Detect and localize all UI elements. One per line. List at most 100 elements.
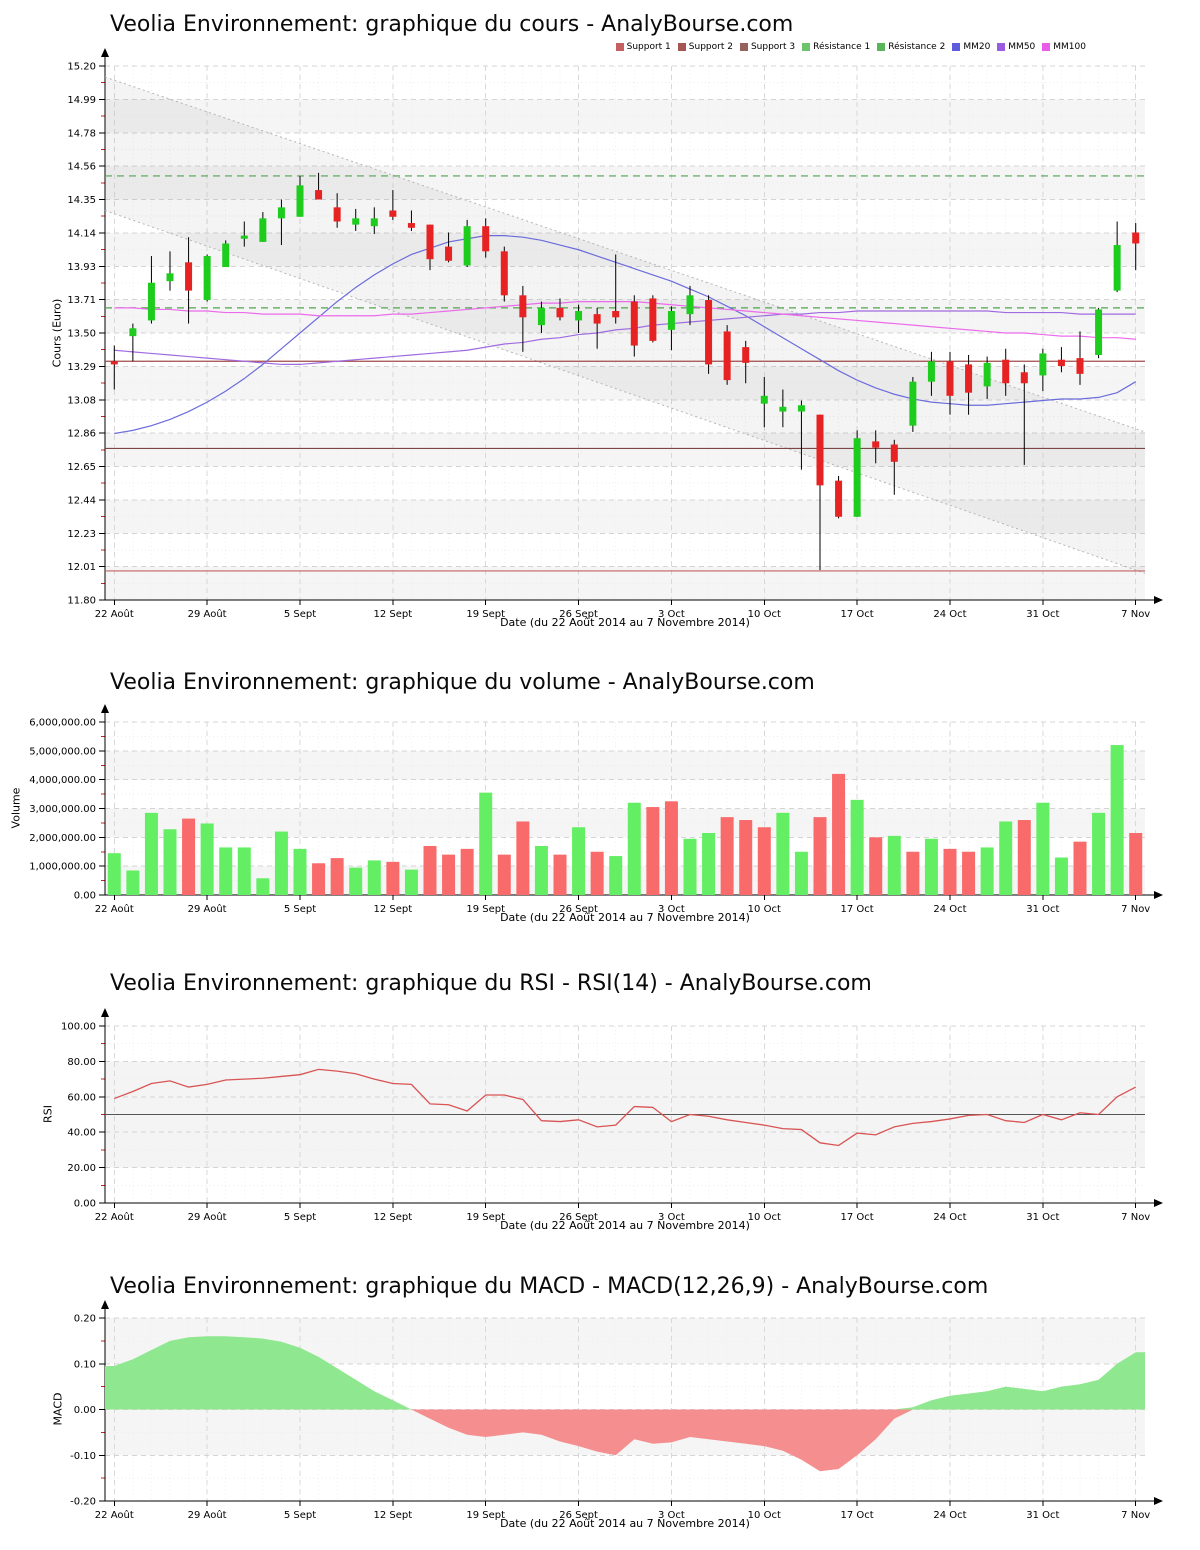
candle-body <box>1039 353 1047 376</box>
legend-swatch <box>997 43 1006 51</box>
volume-bar <box>534 845 548 895</box>
price-y-tick-label: 12.86 <box>67 429 96 440</box>
volume-bar <box>163 829 177 895</box>
rsi-y-tick-label: 80.00 <box>67 1057 96 1068</box>
volume-bar <box>850 799 864 895</box>
trend-channel-lower-line <box>104 210 1146 574</box>
macd-y-tick-label: 0.20 <box>74 1314 96 1325</box>
volume-y-tick-label: 1,000,000.00 <box>29 862 96 873</box>
legend-swatch <box>677 43 686 51</box>
rsi-y-tick-label: 60.00 <box>67 1092 96 1103</box>
price-y-tick-label: 14.56 <box>67 162 96 173</box>
macd-x-tick-label: 3 Oct <box>658 1510 685 1521</box>
candle-body <box>315 190 323 200</box>
price-y-tick-label: 13.93 <box>67 262 96 273</box>
macd-y-tick-label: -0.10 <box>70 1451 96 1462</box>
macd-x-tick-label: 29 Août <box>188 1509 227 1521</box>
candle-body <box>760 395 768 404</box>
volume-y-tick-label: 0.00 <box>74 891 96 902</box>
price-y-tick-label: 12.23 <box>67 529 96 540</box>
legend-item-mm100: MM100 <box>1042 42 1086 52</box>
price-chart-legend: Support 1 Support 2 Support 3 Résistance 1 R… <box>615 42 1086 52</box>
candle-body <box>166 273 174 282</box>
volume-x-axis-title: Date (du 22 Août 2014 au 7 Novembre 2014… <box>500 911 750 924</box>
volume-bar <box>200 823 214 895</box>
candle-body <box>835 480 843 517</box>
candle-body <box>222 243 230 268</box>
macd-y-axis-title: MACD <box>51 1392 65 1426</box>
macd-series <box>105 1336 1145 1472</box>
legend-swatch <box>877 43 886 51</box>
candle-body <box>203 256 211 301</box>
volume-x-tick-label: 31 Oct <box>1026 904 1059 915</box>
volume-x-tick-label: 17 Oct <box>841 904 874 915</box>
candle-body <box>389 210 397 217</box>
candle-body <box>1002 359 1010 384</box>
price-x-tick-label: 29 Août <box>188 608 227 620</box>
volume-x-tick-label: 12 Sept <box>374 904 413 915</box>
volume-bar <box>219 847 233 895</box>
volume-bar <box>794 851 808 895</box>
volume-bar <box>1129 833 1143 895</box>
candle-body <box>723 331 731 381</box>
price-x-tick-label: 17 Oct <box>841 609 874 620</box>
candle-body <box>407 223 415 228</box>
mm100-line <box>114 300 1136 340</box>
macd-x-tick-label: 7 Nov <box>1121 1510 1150 1521</box>
candle-body <box>129 328 137 337</box>
volume-bar <box>1110 745 1124 895</box>
volume-x-tick-label: 22 Août <box>95 903 134 915</box>
volume-bar <box>349 867 363 895</box>
volume-bar <box>832 773 846 895</box>
legend-item-support-1: Support 1 <box>615 42 671 52</box>
volume-bar <box>757 827 771 895</box>
price-y-tick-label: 13.08 <box>67 395 96 406</box>
candle-body <box>705 300 713 365</box>
legend-label: Résistance 1 <box>813 42 871 52</box>
candle-body <box>1076 358 1084 374</box>
volume-chart-title: Veolia Environnement: graphique du volum… <box>110 670 815 695</box>
volume-y-tick-label: 4,000,000.00 <box>29 775 96 786</box>
macd-y-tick-label: 0.00 <box>74 1405 96 1416</box>
macd-x-axis-title: Date (du 22 Août 2014 au 7 Novembre 2014… <box>500 1517 750 1530</box>
volume-bar <box>683 838 697 895</box>
legend-label: Support 1 <box>626 42 671 52</box>
macd-x-tick-label: 19 Sept <box>466 1510 505 1521</box>
mm20-line <box>114 235 1137 435</box>
macd-negative-area <box>105 1409 1145 1472</box>
rsi-chart-title: Veolia Environnement: graphique du RSI -… <box>110 971 872 996</box>
rsi-x-tick-label: 17 Oct <box>841 1212 874 1223</box>
candle-body <box>556 307 564 318</box>
candle-body <box>482 226 490 252</box>
volume-bar <box>423 845 437 895</box>
candle-body <box>872 441 880 448</box>
price-x-tick-label: 12 Sept <box>374 609 413 620</box>
candle-body <box>352 218 360 225</box>
rsi-y-tick-label: 0.00 <box>74 1199 96 1210</box>
volume-x-tick-label: 19 Sept <box>466 904 505 915</box>
volume-bar <box>497 854 511 895</box>
macd-x-tick-label: 5 Sept <box>284 1510 316 1521</box>
candle-body <box>667 311 675 330</box>
volume-bar <box>943 848 957 895</box>
legend-label: MM20 <box>963 42 991 52</box>
volume-x-tick-label: 7 Nov <box>1121 904 1150 915</box>
trend-channel-band <box>105 76 1145 574</box>
price-frame: 15.20 14.99 14.78 14.56 14.35 14.14 13.93 13.71… <box>67 48 1163 620</box>
volume-bar <box>479 792 493 895</box>
volume-bar <box>1017 820 1031 895</box>
candle-body <box>537 307 545 326</box>
volume-bar <box>237 847 251 895</box>
candle-body <box>630 301 638 346</box>
volume-y-tick-label: 6,000,000.00 <box>29 718 96 729</box>
volume-bar <box>1036 802 1050 895</box>
volume-bar <box>720 817 734 895</box>
price-y-tick-label: 14.78 <box>67 128 96 139</box>
legend-item-resistance-1: Résistance 1 <box>802 42 870 52</box>
candle-body <box>296 185 304 217</box>
candle-body <box>147 282 155 321</box>
price-y-tick-label: 12.65 <box>67 462 96 473</box>
macd-x-tick-label: 10 Oct <box>748 1510 781 1521</box>
volume-bar <box>962 851 976 895</box>
